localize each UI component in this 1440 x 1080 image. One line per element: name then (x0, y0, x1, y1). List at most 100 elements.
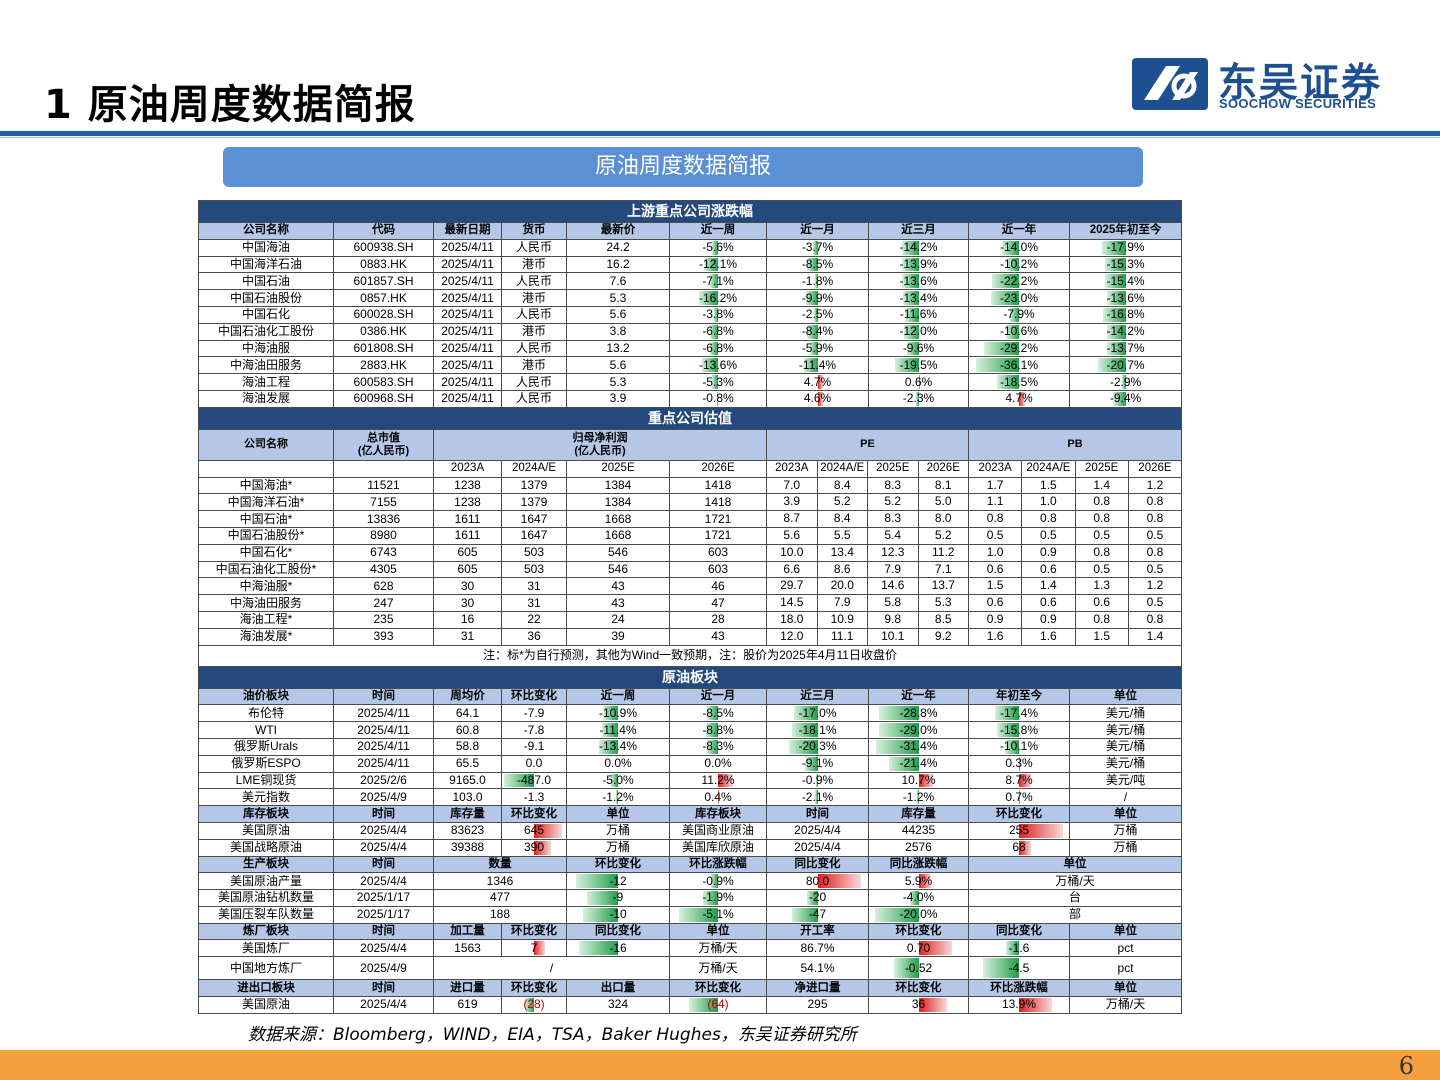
table-cell: 7.6 (566, 272, 670, 291)
table-row: 中国石油化工股份* 4305 605 503 546 603 6.6 8.6 7.9 7.1 0.6… (198, 560, 1183, 579)
cell-value: 2024A/E (816, 461, 868, 477)
cell-value: 2023A (450, 462, 485, 475)
header-rule (0, 131, 1440, 136)
cell-value: 0.8 (1074, 545, 1128, 561)
cell-value: -13.7% (1106, 340, 1145, 355)
cell-value: 7.6 (609, 273, 627, 288)
table-cell: 中国石化* (198, 543, 334, 562)
cell-value: 13836 (366, 511, 401, 526)
cell-value: 中国石油化工股份* (215, 561, 317, 576)
cell-value: 美国原油产量 (229, 873, 302, 888)
cell-value: 8.7 (783, 511, 801, 526)
positive-databar (817, 874, 861, 889)
cell-value: 43 (611, 578, 625, 593)
table-cell: 2025/4/4 (333, 872, 434, 891)
cell-value: 11521 (367, 477, 400, 492)
cell-value: 2025/1/17 (356, 890, 411, 905)
cell-value: 5.9% (904, 873, 933, 888)
table-cell: 2025/4/11 (333, 737, 434, 756)
cell-value: 环比变化 (895, 981, 942, 994)
section-row-upstream: 上游重点公司涨跌幅 (197, 200, 1183, 223)
cell-value: 库存板块 (695, 807, 741, 820)
cell-value: 1563 (454, 940, 481, 955)
negative-databar (1106, 324, 1126, 339)
cell-value: 619 (457, 997, 478, 1012)
cell-value: -7.9 (523, 705, 545, 720)
table-cell: -1.8% (766, 272, 869, 291)
column-header: PB (967, 428, 1183, 461)
cell-value: 10.7% (901, 772, 936, 787)
table-cell: 中国海洋石油 (198, 255, 334, 274)
table-cell: 中海油田服务 (198, 356, 334, 375)
cell-value: 1.5 (1021, 478, 1074, 493)
table-cell: -10 (566, 905, 670, 924)
footer-bar (0, 1050, 1440, 1080)
table-cell: -12 (566, 872, 670, 891)
cell-value: 近一年 (1001, 224, 1037, 237)
positive-databar (1019, 790, 1020, 805)
table-cell: 港币 (501, 322, 567, 341)
cell-value: 万桶/天 (1055, 873, 1095, 888)
column-header: 生产板块 (198, 855, 334, 874)
column-header: 环比变化 (868, 979, 969, 998)
cell-value: 美元/桶 (1105, 705, 1146, 720)
cell-value: 港币 (521, 290, 546, 305)
cell-value: 5.3 (917, 595, 968, 611)
table-cell: 0.4% (669, 788, 767, 807)
cell-value: 13.9% (1001, 997, 1037, 1012)
cell-value: 时间 (372, 925, 395, 938)
cell-value: 13.2 (606, 340, 630, 355)
cell-value: -6.8% (702, 324, 734, 339)
table-cell: 4.7% (766, 373, 869, 391)
cell-value: -1.6 (1008, 940, 1030, 955)
table-cell: -23.0% (968, 289, 1070, 307)
cell-value: -4.5 (1008, 960, 1030, 975)
split-cell: 29.7 20.0 14.6 13.7 (766, 577, 969, 596)
cell-value: -13.6% (1106, 290, 1145, 305)
negative-databar (879, 723, 919, 737)
cell-value: -8.3% (702, 739, 734, 754)
cell-value: -17.4% (999, 705, 1039, 720)
table-cell: 2025/4/11 (433, 272, 502, 291)
cell-value: 1611 (454, 511, 481, 526)
table-cell: 83623 (433, 821, 502, 840)
table-cell: 美国原油 (198, 821, 334, 840)
logo-cn-text: 东吴证券 (1218, 61, 1383, 106)
cell-value: -8.8% (702, 722, 734, 737)
table-cell: -4.5 (968, 956, 1070, 981)
cell-value: 台 (1069, 890, 1082, 905)
table-row: 中国海洋石油 0883.HK 2025/4/11 港币 16.2 -12.1% -8.5% -… (198, 255, 1183, 274)
cell-value: 公司名称 (244, 438, 288, 451)
negative-databar (1107, 291, 1126, 305)
negative-databar (699, 291, 718, 305)
negative-databar (879, 706, 919, 721)
cell-value: -17.0% (798, 705, 837, 720)
table-cell (333, 459, 434, 478)
cell-value: -8.5% (801, 256, 834, 271)
column-header: 单位 (1068, 687, 1183, 706)
cell-value: 1721 (704, 511, 732, 526)
cell-value: -1.9% (702, 890, 734, 905)
table-cell: -10.2% (968, 255, 1070, 274)
column-header: 代码 (333, 222, 434, 240)
cell-value: -16 (609, 940, 627, 955)
cell-value: 人民币 (515, 273, 552, 288)
table-row: LME铜现货 2025/2/6 9165.0 -487.0 -5.0% 11.2% -0.9… (198, 771, 1183, 790)
cell-value: 31 (460, 629, 475, 644)
table-cell: 中国石油 (198, 272, 334, 291)
section-title: 上游重点公司涨跌幅 (197, 200, 1183, 223)
cell-value: 人民币 (515, 391, 552, 406)
cell-value: 2025/4/11 (357, 756, 410, 771)
negative-databar (711, 874, 718, 889)
table-cell: -487.0 (501, 771, 567, 790)
cell-value: 31 (527, 578, 541, 593)
table-cell: -18.5% (968, 373, 1070, 391)
table-cell: 1238 (433, 493, 502, 512)
data-table-wrapper: 上游重点公司涨跌幅 公司名称 代码 最新日期 货币 最新价 近一周 近一月 近三月 近一年 2025… (197, 200, 1183, 1014)
column-header: 单位 (566, 805, 670, 823)
cell-value: 0.9 (986, 611, 1004, 626)
split-cell: 1.1 1.0 0.8 0.8 (967, 493, 1183, 512)
table-cell: -9.9% (766, 289, 869, 307)
cell-value: 1379 (520, 494, 548, 509)
cell-value: -13.4% (899, 290, 938, 305)
